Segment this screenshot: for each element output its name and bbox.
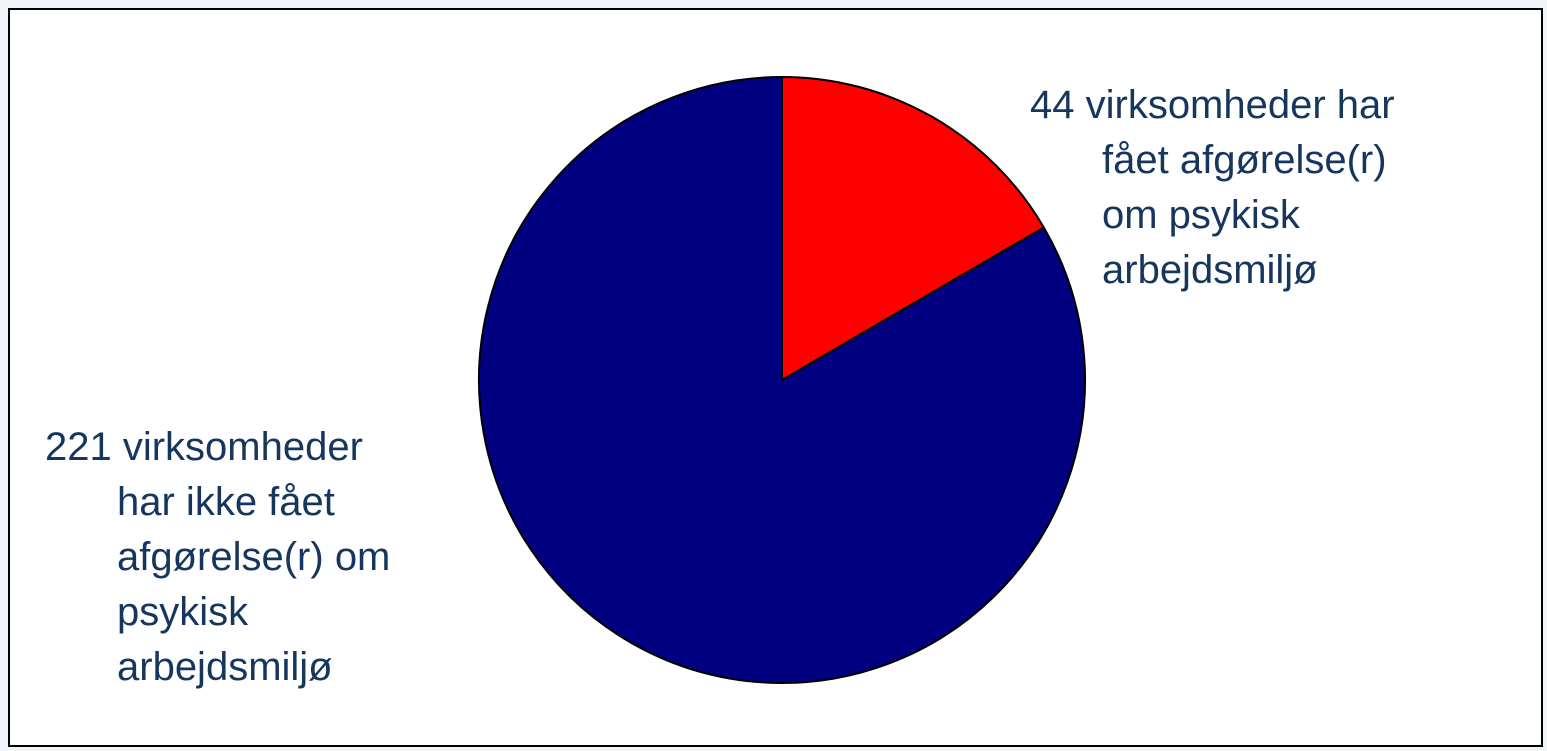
slice-label-44: 44 virksomheder har fået afgørelse(r) om…: [1030, 78, 1395, 298]
pie-slice-44: [781, 76, 1045, 381]
pie-chart: [477, 76, 1086, 684]
slice-label-221-line-3: afgørelse(r) om: [117, 535, 391, 579]
slice-label-221-line-1: 221 virksomheder: [45, 425, 363, 469]
slice-label-221-line-4: psykisk: [117, 590, 249, 634]
slice-label-44-line-1: 44 virksomheder har: [1030, 83, 1395, 127]
slice-label-44-line-4: arbejdsmiljø: [1102, 248, 1318, 292]
chart-frame: 44 virksomheder har fået afgørelse(r) om…: [8, 8, 1543, 747]
slice-label-221-line-2: har ikke fået: [117, 480, 335, 524]
slice-label-44-line-2: fået afgørelse(r): [1102, 138, 1387, 182]
slice-label-44-line-3: om psykisk: [1102, 193, 1300, 237]
slice-label-221-line-5: arbejdsmiljø: [117, 645, 333, 689]
pie-slice-221: [477, 76, 1086, 684]
pie-slices: [477, 76, 1086, 684]
slice-label-221: 221 virksomheder har ikke fået afgørelse…: [45, 420, 390, 695]
